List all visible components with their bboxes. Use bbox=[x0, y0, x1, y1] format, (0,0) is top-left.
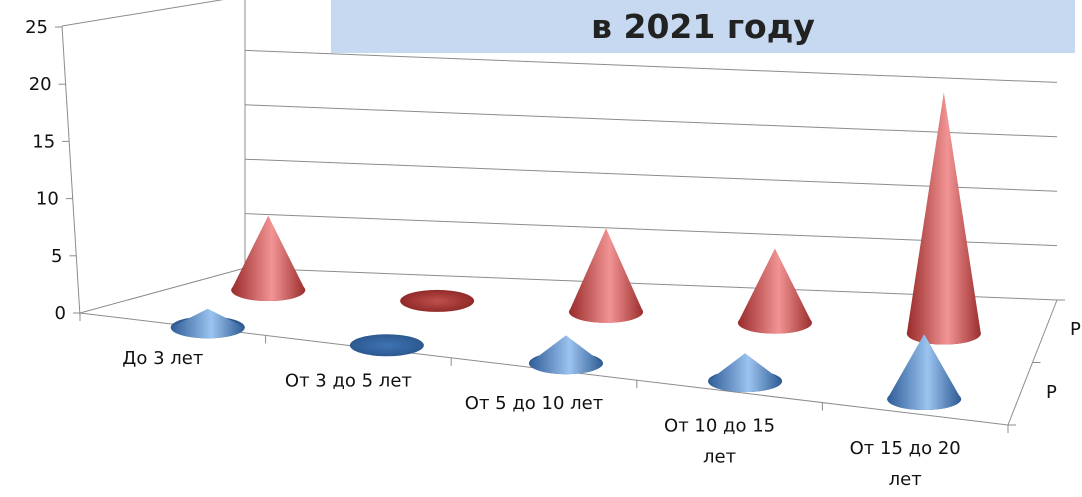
axis-labels: 0 5 10 15 20 25 До 3 лет От 3 до 5 лет От 5 до 1… bbox=[25, 17, 1081, 490]
blue-cone bbox=[170, 308, 245, 339]
series-label: Р bbox=[1070, 319, 1081, 340]
cone-body bbox=[528, 335, 603, 375]
x-tick-label: От 15 до 20 лет bbox=[850, 438, 961, 490]
chart-title: в 2021 году bbox=[591, 7, 815, 46]
blue-cone bbox=[349, 334, 424, 357]
y-tick-label: 10 bbox=[36, 189, 59, 210]
gridline bbox=[61, 0, 224, 27]
gridline bbox=[244, 104, 1058, 138]
chart-title-box: в 2021 году bbox=[331, 0, 1075, 53]
blue-cone bbox=[887, 334, 962, 411]
y-tick-label: 5 bbox=[51, 246, 62, 267]
x-tick-label: До 3 лет bbox=[122, 348, 203, 369]
x-tick-label: От 3 до 5 лет bbox=[285, 371, 412, 392]
cone-body bbox=[569, 228, 644, 323]
y-tick-label: 15 bbox=[32, 131, 55, 152]
gridline bbox=[244, 158, 1058, 192]
blue-cone bbox=[708, 353, 783, 393]
cone-body bbox=[887, 334, 962, 411]
red-cone bbox=[906, 92, 981, 345]
cone-body bbox=[231, 215, 306, 302]
cone-body bbox=[170, 308, 245, 339]
floor-left-edge bbox=[79, 267, 246, 314]
cone-base bbox=[400, 289, 475, 312]
gridline bbox=[244, 49, 1058, 83]
red-cone bbox=[737, 248, 812, 334]
y-tick-label: 0 bbox=[55, 303, 66, 324]
y-tick-label: 25 bbox=[25, 17, 48, 38]
cone-body bbox=[737, 248, 812, 334]
x-tick-label: От 10 до 15 лет bbox=[664, 415, 775, 467]
red-cone bbox=[231, 215, 306, 302]
blue-cone bbox=[528, 335, 603, 375]
cone-body bbox=[708, 353, 783, 393]
cone-body bbox=[906, 92, 981, 345]
data-marks bbox=[170, 92, 981, 411]
y-tick-label: 20 bbox=[29, 74, 52, 95]
cone-base bbox=[349, 334, 424, 357]
x-tick-label: От 5 до 10 лет bbox=[465, 393, 603, 414]
red-cone bbox=[569, 228, 644, 323]
red-cone bbox=[400, 289, 475, 312]
y-axis-line bbox=[61, 25, 81, 317]
series-label: Р bbox=[1046, 382, 1057, 403]
